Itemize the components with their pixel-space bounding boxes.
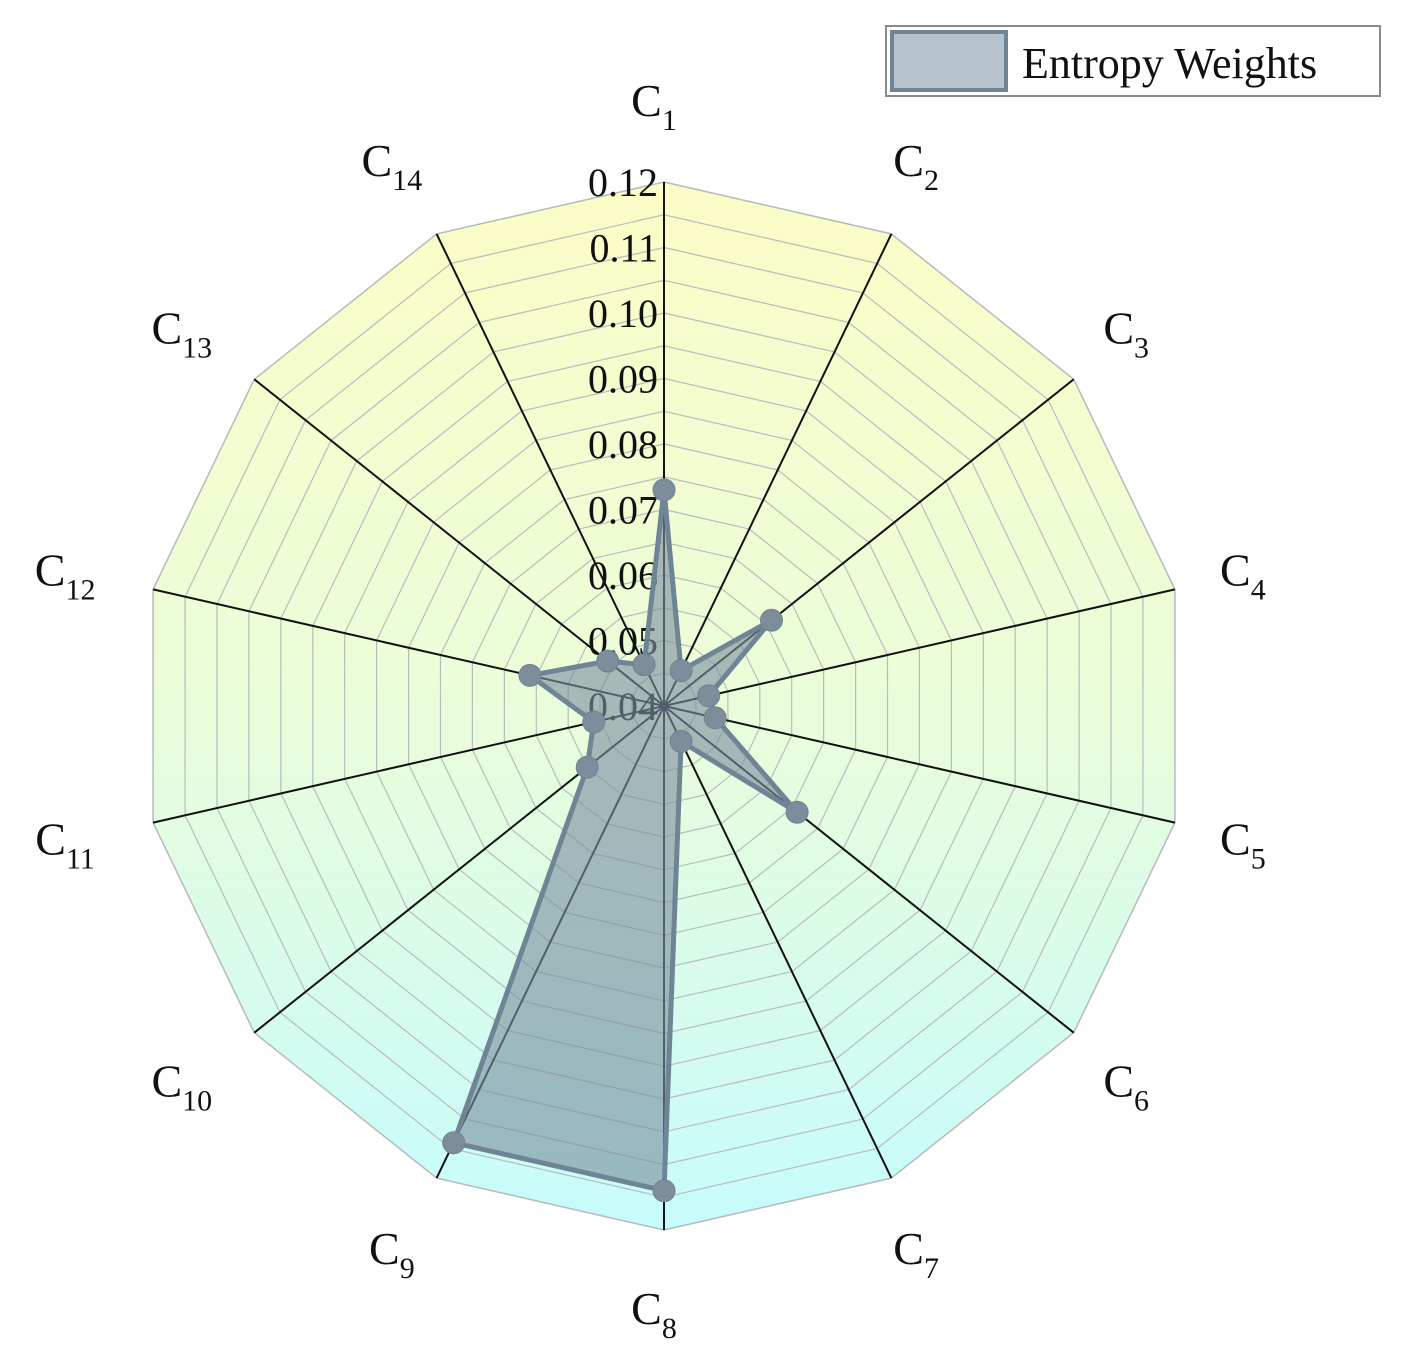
radial-tick-label: 0.08 xyxy=(588,422,658,467)
radial-tick-label: 0.07 xyxy=(588,488,658,533)
radial-tick-label: 0.11 xyxy=(589,226,658,271)
data-point xyxy=(652,1179,676,1203)
data-point xyxy=(669,659,693,683)
category-label: C14 xyxy=(362,135,423,197)
data-point xyxy=(442,1131,466,1155)
data-point xyxy=(785,800,809,824)
category-label: C12 xyxy=(35,545,96,607)
data-point xyxy=(703,706,727,730)
legend-label: Entropy Weights xyxy=(1022,39,1317,88)
category-label: C7 xyxy=(893,1223,939,1285)
axis-spoke xyxy=(663,588,1176,707)
category-label: C5 xyxy=(1220,813,1266,875)
data-point xyxy=(632,653,656,677)
data-point xyxy=(652,478,676,502)
data-point xyxy=(575,755,599,779)
data-point xyxy=(669,729,693,753)
axis-spoke xyxy=(663,233,893,707)
data-point xyxy=(518,663,542,687)
category-label: C8 xyxy=(631,1283,677,1345)
category-label: C3 xyxy=(1103,302,1149,364)
category-label: C2 xyxy=(893,135,939,197)
category-label: C6 xyxy=(1103,1056,1149,1118)
radial-tick-label: 0.06 xyxy=(588,553,658,598)
axis-spoke xyxy=(435,233,665,707)
category-label: C4 xyxy=(1220,545,1266,607)
axis-spoke xyxy=(152,705,665,824)
axis-spoke xyxy=(663,705,893,1179)
radial-tick-label: 0.12 xyxy=(588,160,658,205)
category-label: C9 xyxy=(369,1223,415,1285)
category-label: C1 xyxy=(631,75,677,137)
legend: Entropy Weights xyxy=(885,25,1381,97)
data-point xyxy=(596,649,620,673)
data-point xyxy=(760,608,783,632)
legend-swatch xyxy=(890,30,1008,92)
axis-spoke xyxy=(663,705,1176,824)
axis-spoke xyxy=(253,378,665,707)
category-label: C10 xyxy=(151,1056,212,1118)
data-point xyxy=(582,710,606,734)
data-point xyxy=(697,684,721,708)
radial-tick-label: 0.10 xyxy=(588,291,658,336)
radial-tick-label: 0.09 xyxy=(588,357,658,402)
category-label: C13 xyxy=(151,302,212,364)
category-label: C11 xyxy=(35,813,95,875)
